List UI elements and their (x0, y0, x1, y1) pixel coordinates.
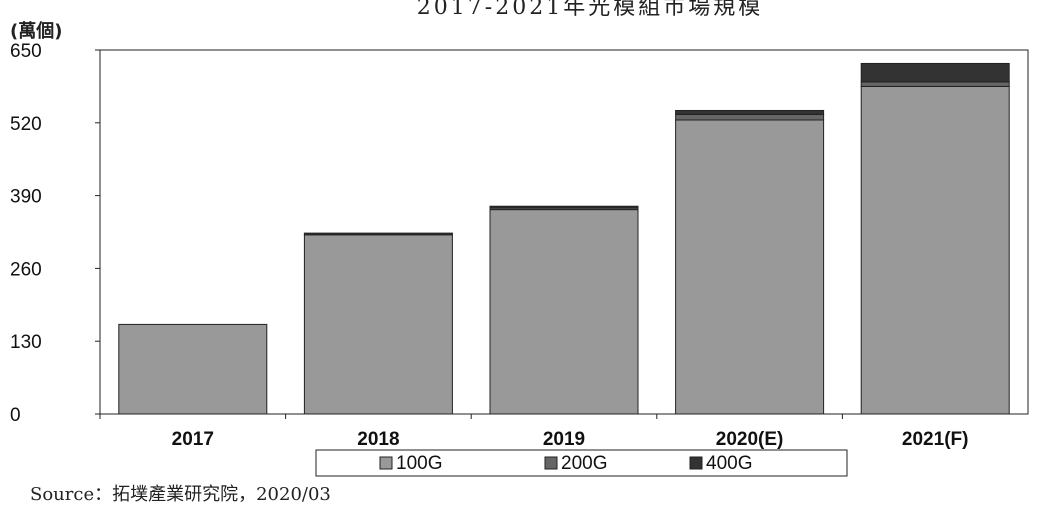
source-note: Source：拓墣產業研究院，2020/03 (30, 484, 331, 505)
legend-label-100g: 100G (396, 453, 442, 474)
x-tick-label: 2018 (357, 429, 399, 450)
legend-label-200g: 200G (561, 453, 607, 474)
y-tick-label: 520 (10, 114, 42, 135)
y-tick-label: 260 (10, 259, 42, 280)
bar-segment-400g-2 (489, 205, 639, 209)
bar-segment-100g-0 (118, 323, 268, 415)
legend-box (315, 449, 848, 477)
bar-segment-200g-3 (675, 113, 825, 121)
bar-segment-100g-4 (860, 85, 1010, 415)
y-axis-ticks: 0 130 260 390 520 650 (10, 41, 100, 426)
y-tick-label: 650 (10, 41, 42, 62)
chart-title: 2017-2021年光模組市場規模 (417, 0, 763, 20)
x-tick-label: 2019 (543, 429, 585, 450)
y-tick-label: 390 (10, 187, 42, 208)
legend-swatch-400g (689, 456, 703, 470)
bar-segment-400g-4 (860, 62, 1010, 83)
legend-label-400g: 400G (706, 453, 752, 474)
legend: 100G 200G 400G (315, 449, 848, 477)
bar-segment-100g-1 (303, 234, 453, 415)
x-axis-ticks: 2017 2018 2019 2020(E) 2021(F) (99, 414, 969, 450)
x-tick-label: 2020(E) (716, 429, 784, 450)
y-tick-label: 0 (10, 405, 21, 426)
y-axis-unit-label: (萬個) (10, 21, 62, 42)
bar-segment-400g-3 (675, 109, 825, 115)
bar-segment-400g-1 (303, 232, 453, 236)
x-tick-label: 2017 (172, 429, 214, 450)
legend-swatch-100g (379, 456, 393, 470)
legend-swatch-200g (544, 456, 558, 470)
x-tick-label: 2021(F) (902, 429, 969, 450)
bar-segment-100g-3 (675, 119, 825, 415)
bars (118, 62, 1010, 415)
y-tick-label: 130 (10, 332, 42, 353)
bar-segment-100g-2 (489, 209, 639, 415)
bar-segment-200g-4 (860, 81, 1010, 87)
